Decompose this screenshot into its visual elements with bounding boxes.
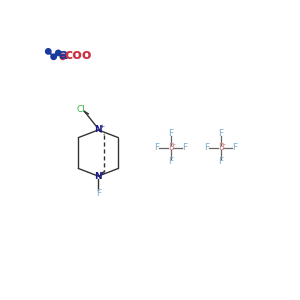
Text: coo: coo (64, 48, 92, 62)
Text: F: F (204, 143, 209, 152)
Text: +: + (100, 124, 105, 129)
Text: −: − (171, 142, 176, 148)
Text: B: B (218, 143, 224, 152)
Text: F: F (168, 157, 173, 166)
Circle shape (51, 54, 56, 59)
Text: F: F (96, 189, 101, 198)
Text: F: F (168, 129, 173, 138)
Text: F: F (182, 143, 187, 152)
Circle shape (56, 50, 61, 56)
Text: +: + (100, 171, 105, 176)
Text: F: F (232, 143, 237, 152)
Text: Cl: Cl (76, 105, 85, 114)
Text: F: F (218, 129, 223, 138)
Text: N: N (94, 125, 102, 134)
Text: a: a (58, 48, 68, 62)
Text: B: B (168, 143, 174, 152)
Text: −: − (221, 142, 226, 148)
Text: F: F (218, 157, 223, 166)
Text: N: N (94, 172, 102, 182)
Circle shape (46, 49, 51, 54)
Text: F: F (154, 143, 159, 152)
Circle shape (60, 54, 66, 59)
